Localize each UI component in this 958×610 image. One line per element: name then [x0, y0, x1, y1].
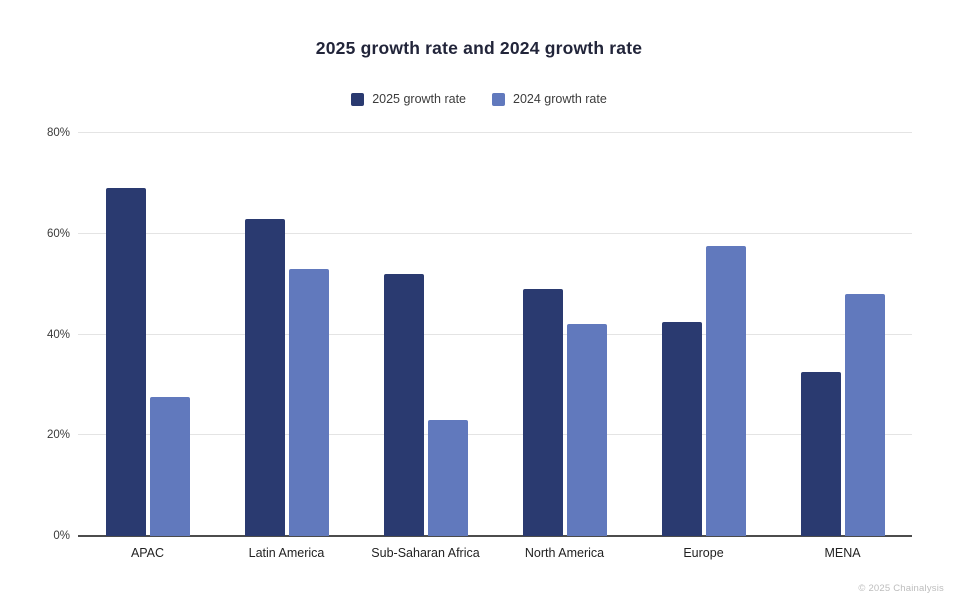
gridline-80	[78, 132, 912, 133]
bar-group-apac: APAC	[78, 133, 217, 560]
bar-2025-sub-saharan-africa[interactable]	[383, 274, 424, 536]
bar-group-europe: Europe	[634, 133, 773, 560]
legend-label-2025: 2025 growth rate	[372, 92, 466, 106]
bar-2024-north-america[interactable]	[566, 324, 607, 536]
chart-title: 2025 growth rate and 2024 growth rate	[315, 38, 643, 58]
legend-label-2024: 2024 growth rate	[513, 92, 607, 106]
y-tick-60: 60%	[46, 227, 70, 240]
x-axis-label: MENA	[824, 546, 861, 560]
bar-2025-apac[interactable]	[105, 188, 146, 536]
bar-2025-north-america[interactable]	[522, 289, 563, 536]
legend-item-2025-growth-rate[interactable]: 2025 growth rate	[351, 92, 466, 106]
bar-group-latin-america: Latin America	[217, 133, 356, 560]
bar-2025-europe[interactable]	[661, 321, 702, 536]
bar-2025-mena[interactable]	[800, 372, 841, 536]
copyright-notice: © 2025 Chainalysis	[858, 583, 944, 594]
bar-group-sub-saharan-africa: Sub-Saharan Africa	[356, 133, 495, 560]
x-axis-label: North America	[524, 546, 605, 560]
y-tick-40: 40%	[46, 328, 70, 341]
plot-area: 80% 60% 40% 20% 0% APAC Latin America Sub-…	[47, 127, 912, 560]
legend-item-2024-growth-rate[interactable]: 2024 growth rate	[492, 92, 607, 106]
y-tick-0: 0%	[53, 530, 70, 542]
bar-2024-apac[interactable]	[149, 397, 190, 536]
bar-2024-latin-america[interactable]	[288, 269, 329, 536]
gridline-60	[78, 232, 912, 234]
x-axis-label: APAC	[130, 546, 165, 560]
bar-groups: APAC Latin America Sub-Saharan Africa North…	[78, 133, 912, 560]
x-axis-label: Sub-Saharan Africa	[371, 546, 480, 560]
bar-2024-mena[interactable]	[844, 294, 885, 536]
y-tick-80: 80%	[46, 127, 70, 139]
gridline-20	[78, 434, 912, 436]
bar-2025-latin-america[interactable]	[244, 218, 285, 536]
x-axis-line	[78, 535, 912, 537]
bar-2024-sub-saharan-africa[interactable]	[427, 420, 468, 536]
legend-swatch-2025-icon	[351, 92, 365, 106]
bar-group-north-america: North America	[495, 133, 634, 560]
bar-2024-europe[interactable]	[705, 246, 746, 536]
y-tick-20: 20%	[46, 429, 70, 442]
bar-group-mena: MENA	[773, 133, 912, 560]
x-axis-label: Latin America	[248, 546, 325, 560]
gridline-40	[78, 333, 912, 335]
chart-legend: 2025 growth rate 2024 growth rate	[0, 92, 958, 106]
legend-swatch-2024-icon	[492, 92, 505, 106]
x-axis-label: Europe	[683, 546, 724, 560]
